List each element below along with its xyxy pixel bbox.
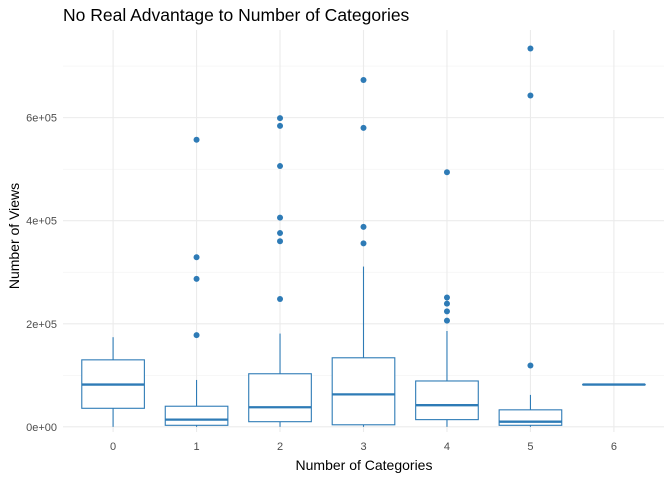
x-axis-ticks: 0 1 2 3 4 5 6 (110, 441, 617, 453)
outlier-point (360, 223, 367, 230)
outlier-point (360, 240, 367, 247)
box-category-3 (331, 76, 396, 427)
y-tick-label: 6e+05 (26, 113, 57, 125)
box-category-0 (81, 337, 145, 427)
outlier-point (277, 214, 284, 221)
outlier-point (277, 296, 284, 303)
y-axis-ticks: 0e+00 2e+05 4e+05 6e+05 (26, 113, 57, 434)
outlier-point (193, 136, 200, 143)
y-tick-label: 4e+05 (26, 216, 57, 228)
iqr-box (248, 373, 312, 423)
y-tick-label: 2e+05 (26, 319, 57, 331)
iqr-box (331, 357, 396, 426)
x-tick-label: 1 (193, 441, 199, 453)
outlier-point (443, 308, 450, 315)
box-category-2 (248, 115, 312, 427)
outlier-point (277, 238, 284, 245)
x-tick-label: 4 (444, 441, 450, 453)
outlier-point (360, 76, 367, 83)
box-category-5 (498, 45, 563, 427)
outlier-point (277, 230, 284, 237)
outlier-point (443, 317, 450, 324)
x-axis-title: Number of Categories (296, 457, 433, 473)
x-tick-label: 5 (527, 441, 533, 453)
y-axis-title: Number of Views (6, 183, 22, 289)
iqr-box (164, 405, 229, 426)
x-tick-label: 6 (611, 441, 617, 453)
plot-boxes (81, 45, 646, 427)
x-tick-label: 0 (110, 441, 116, 453)
iqr-box (415, 380, 479, 421)
outlier-point (277, 122, 284, 129)
outlier-point (360, 124, 367, 131)
box-category-4 (415, 169, 479, 427)
outlier-point (193, 275, 200, 282)
y-tick-label: 0e+00 (26, 422, 57, 434)
outlier-point (277, 115, 284, 122)
outlier-point (527, 92, 534, 99)
x-tick-label: 3 (360, 441, 366, 453)
x-tick-label: 2 (277, 441, 283, 453)
outlier-point (277, 163, 284, 170)
outlier-point (443, 300, 450, 307)
box-category-1 (164, 136, 229, 427)
chart-title: No Real Advantage to Number of Categorie… (63, 5, 410, 25)
outlier-point (443, 169, 450, 176)
outlier-point (527, 362, 534, 369)
outlier-point (443, 294, 450, 301)
iqr-box (498, 409, 563, 426)
outlier-point (193, 332, 200, 339)
outlier-point (527, 45, 534, 52)
outlier-point (193, 254, 200, 261)
